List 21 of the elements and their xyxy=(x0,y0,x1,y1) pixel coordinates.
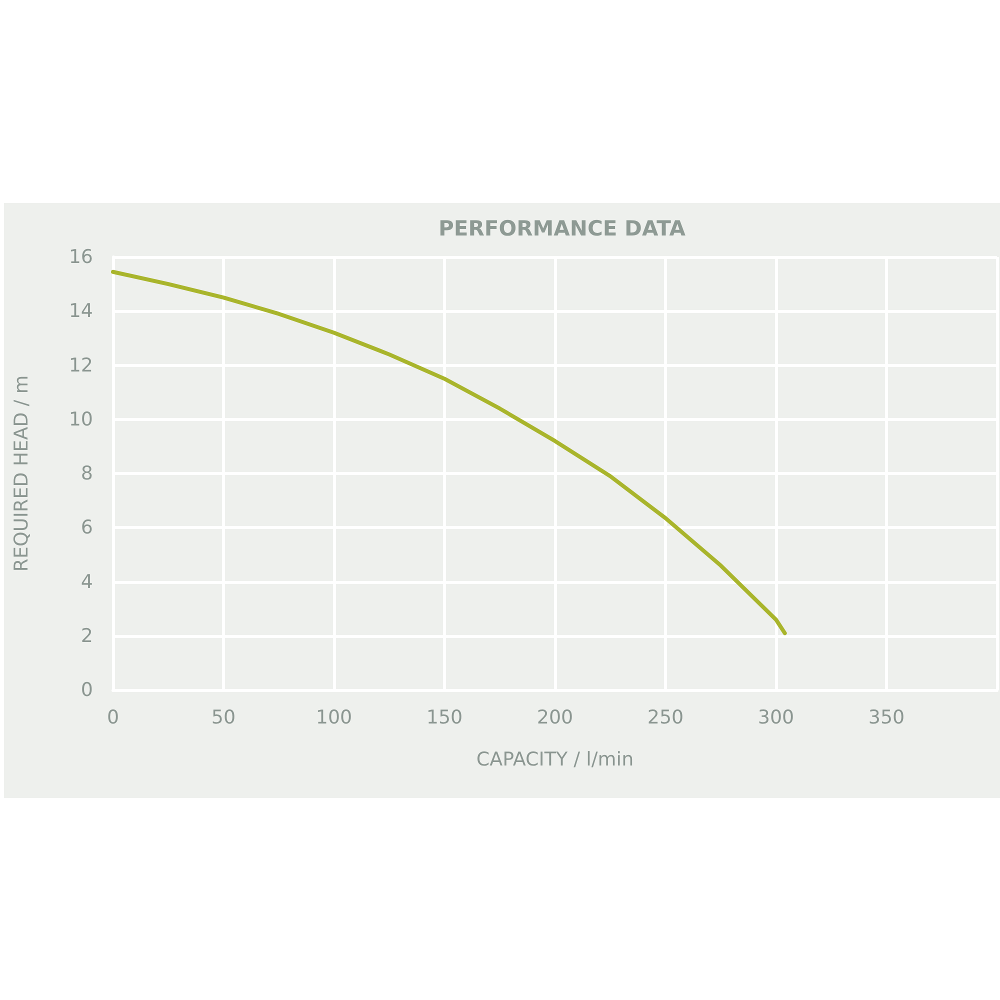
chart-title: PERFORMANCE DATA xyxy=(438,216,686,240)
y-tick-label: 10 xyxy=(68,408,93,430)
x-tick-label: 100 xyxy=(316,706,352,728)
x-tick-label: 150 xyxy=(426,706,463,728)
y-tick-label: 12 xyxy=(68,354,93,376)
x-tick-label: 350 xyxy=(868,706,905,728)
x-tick-label: 50 xyxy=(211,706,236,728)
y-tick-label: 16 xyxy=(68,246,93,268)
y-tick-label: 0 xyxy=(80,679,93,701)
y-tick-label: 8 xyxy=(80,462,93,484)
x-tick-label: 300 xyxy=(758,706,794,728)
y-tick-label: 14 xyxy=(68,300,93,322)
y-tick-label: 4 xyxy=(80,570,93,593)
y-axis-title: REQUIRED HEAD / m xyxy=(10,375,32,572)
x-tick-label: 200 xyxy=(536,706,574,728)
y-tick-label: 2 xyxy=(80,624,93,647)
x-tick-label: 0 xyxy=(106,706,120,728)
line-series xyxy=(111,270,787,636)
y-tick-label: 6 xyxy=(80,516,93,539)
x-axis-title: CAPACITY / l/min xyxy=(476,748,634,770)
x-tick-label: 250 xyxy=(647,706,684,728)
